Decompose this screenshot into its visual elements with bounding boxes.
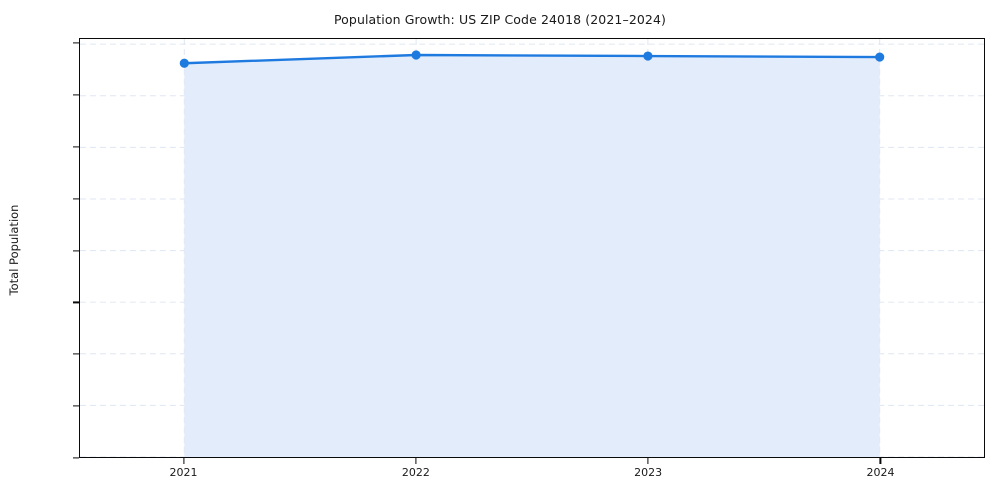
x-tick-label-2021: 2021	[169, 466, 198, 479]
x-tick-mark-2021	[182, 458, 185, 464]
x-tick-label-2022: 2022	[401, 466, 430, 479]
x-tick-mark-2022	[415, 458, 417, 464]
area-fill	[184, 54, 880, 457]
data-point-2021[interactable]	[179, 58, 189, 68]
data-series-line	[179, 50, 885, 457]
data-point-2022[interactable]	[411, 50, 421, 60]
chart-title: Population Growth: US ZIP Code 24018 (20…	[333, 12, 667, 27]
x-tick-label-2023: 2023	[634, 466, 663, 479]
plot-area	[79, 38, 985, 458]
series-line	[183, 53, 881, 65]
x-tick-mark-2024	[879, 458, 882, 464]
data-point-2023[interactable]	[643, 51, 653, 61]
data-point-2024[interactable]	[875, 52, 885, 62]
x-tick-label-2024: 2024	[866, 466, 895, 479]
x-tick-mark-2023	[647, 458, 649, 464]
y-axis-title: Total Population	[7, 204, 21, 296]
